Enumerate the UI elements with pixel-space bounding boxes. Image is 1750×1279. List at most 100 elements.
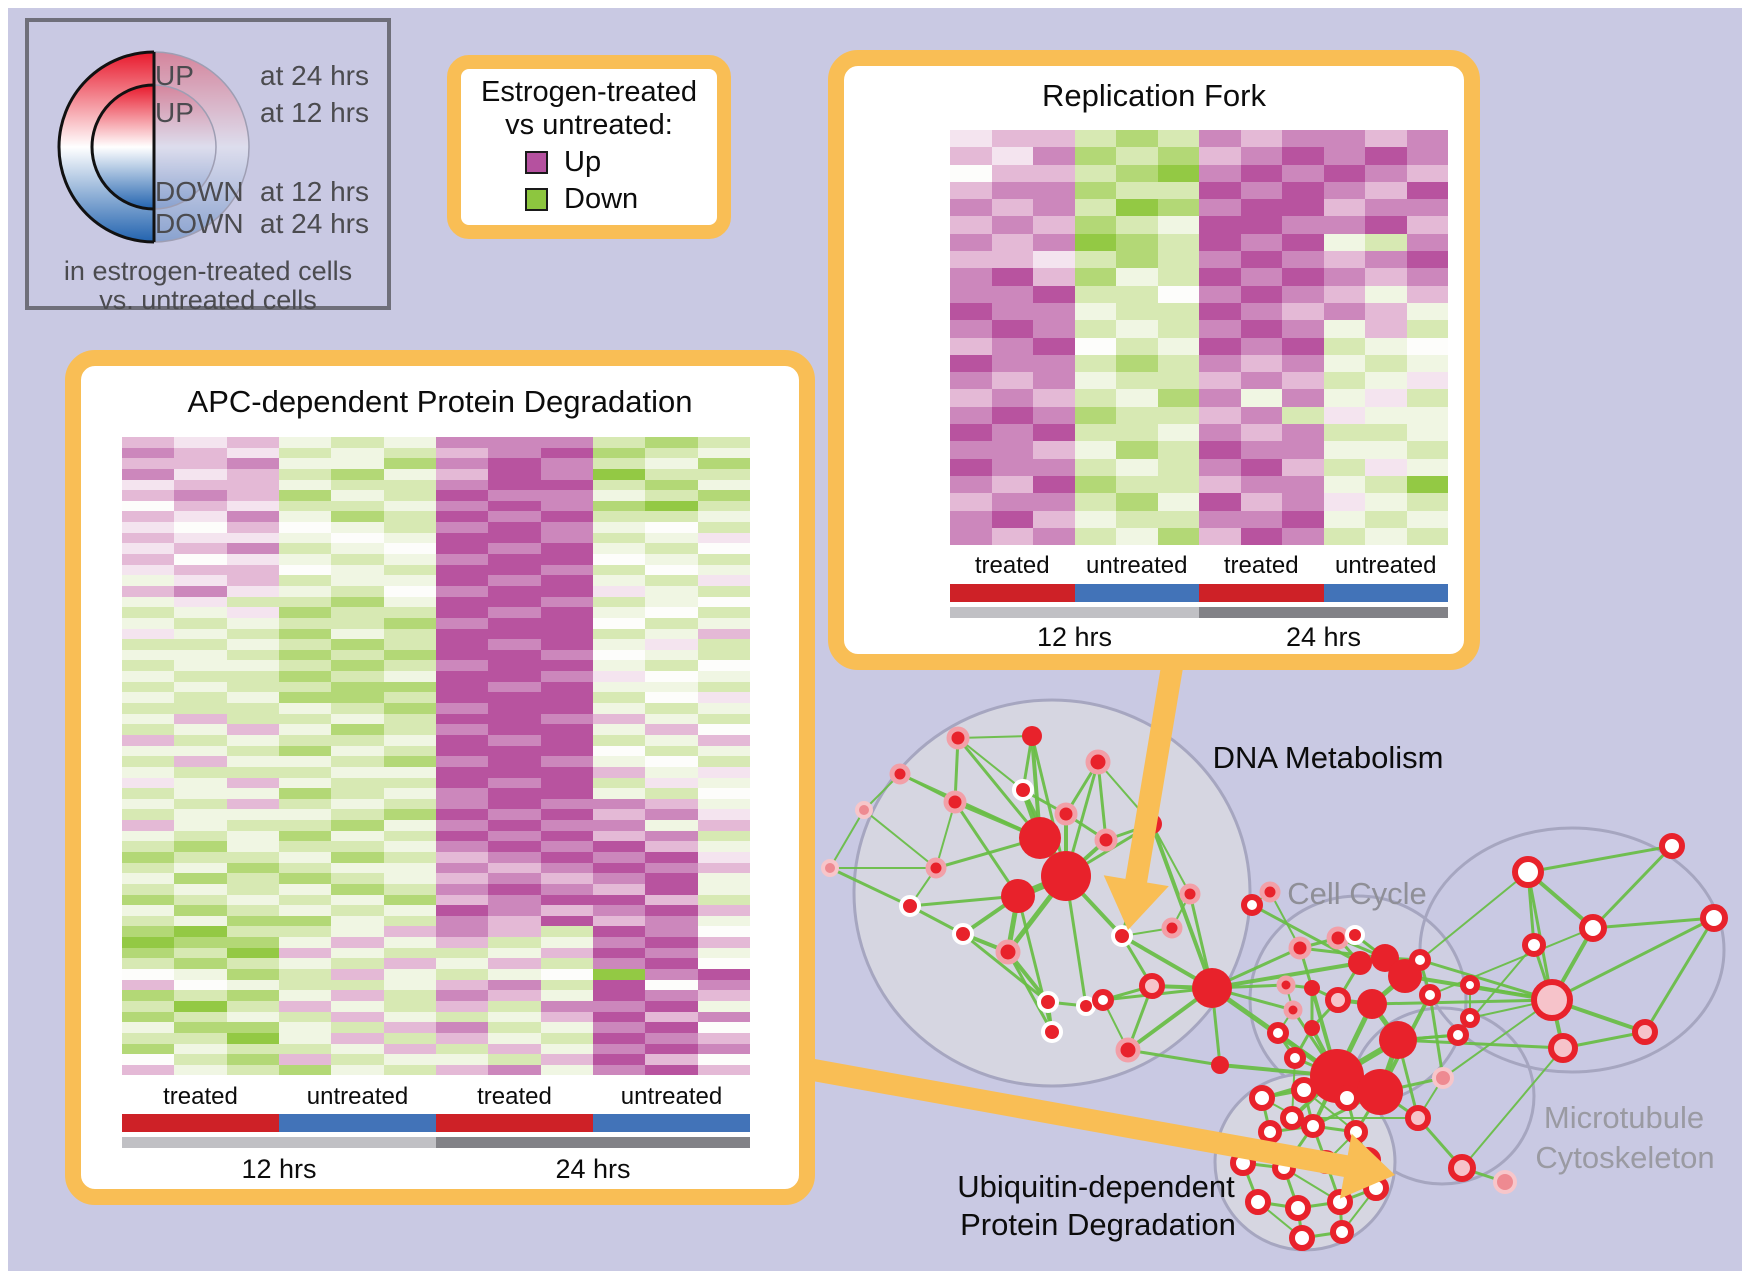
heatmap-cell <box>1116 199 1158 217</box>
heatmap-cell <box>540 1000 593 1012</box>
heatmap-cell <box>645 1032 698 1044</box>
heatmap-row <box>122 490 750 501</box>
heatmap-cell <box>174 990 227 1001</box>
heatmap-cell <box>122 1000 175 1012</box>
heatmap-cell <box>950 475 992 494</box>
heatmap-cell <box>435 841 489 852</box>
heatmap-cell <box>697 713 750 725</box>
heatmap-cell <box>1240 389 1282 407</box>
heatmap-cell <box>697 1064 750 1076</box>
heatmap-cell <box>1323 302 1365 321</box>
key-direction: UP <box>155 60 194 91</box>
heatmap-cell <box>226 1000 279 1012</box>
heatmap-cell <box>1365 354 1407 373</box>
heatmap-cell <box>1116 527 1158 546</box>
network-node <box>1094 828 1118 852</box>
heatmap-cell <box>1116 493 1158 511</box>
network-node <box>1447 1024 1469 1046</box>
heatmap-cell <box>488 639 541 650</box>
heatmap-cell <box>1199 510 1241 528</box>
heatmap-cell <box>331 830 384 842</box>
heatmap-cell <box>383 734 436 746</box>
heatmap-cell <box>278 1000 332 1012</box>
heatmap-cell <box>331 1011 384 1023</box>
network-node <box>1419 984 1441 1006</box>
heatmap-cell <box>592 734 646 746</box>
heatmap-cell <box>592 820 646 831</box>
heatmap-cell <box>1323 285 1365 303</box>
heatmap-cell <box>540 681 593 693</box>
network-node <box>1348 951 1372 975</box>
heatmap-row <box>122 1011 750 1023</box>
heatmap-cell <box>645 649 698 661</box>
heatmap-cell <box>383 522 436 533</box>
heatmap-cell <box>950 354 992 373</box>
heatmap-cell <box>697 883 750 895</box>
heatmap-cell <box>488 617 541 629</box>
heatmap-cell <box>226 724 279 735</box>
heatmap-cell <box>226 671 279 682</box>
heatmap-cell <box>174 490 227 501</box>
heatmap-cell <box>645 969 698 980</box>
heatmap-cell <box>435 947 489 959</box>
heatmap-cell <box>226 437 279 448</box>
heatmap-cell <box>278 628 332 640</box>
heatmap-row <box>122 958 750 970</box>
heatmap-cell <box>592 979 646 991</box>
heatmap-cell <box>592 1043 646 1055</box>
heatmap-cell <box>331 1022 384 1033</box>
heatmap-cell <box>122 511 175 523</box>
heatmap-cell <box>174 543 227 555</box>
heatmap-cell <box>488 490 541 501</box>
heatmap-cell <box>226 543 279 555</box>
heatmap-cell <box>592 447 646 459</box>
heatmap-cell <box>645 585 698 597</box>
heatmap-cell <box>383 958 436 970</box>
network-node <box>1345 925 1365 945</box>
heatmap-cell <box>383 756 436 767</box>
ubiquitin-label-line1: Ubiquitin-dependent <box>957 1169 1235 1204</box>
heatmap-cell <box>122 1054 175 1065</box>
heatmap-cell <box>122 1064 175 1076</box>
rep-group-labels: treated untreated treated untreated <box>950 552 1448 580</box>
heatmap-cell <box>645 862 698 874</box>
network-edge <box>1397 1038 1564 1050</box>
heatmap-cell <box>331 639 384 650</box>
heatmap-cell <box>174 724 227 735</box>
heatmap-row <box>950 493 1448 511</box>
network-node <box>889 763 911 785</box>
heatmap-cell <box>697 820 750 831</box>
heatmap-cell <box>645 1000 698 1012</box>
heatmap-cell <box>435 692 489 704</box>
heatmap-row <box>950 424 1448 442</box>
heatmap-cell <box>122 734 175 746</box>
heatmap-cell <box>435 937 489 948</box>
heatmap-cell <box>226 958 279 970</box>
heatmap-cell <box>488 628 541 640</box>
heatmap-cell <box>122 649 175 661</box>
heatmap-row <box>122 639 750 650</box>
network-node <box>1460 1008 1480 1028</box>
heatmap-row <box>122 1043 750 1055</box>
heatmap-cell <box>1033 493 1075 511</box>
heatmap-cell <box>991 424 1033 442</box>
network-node <box>1161 917 1183 939</box>
apc-group-labels: treated untreated treated untreated <box>122 1083 750 1111</box>
heatmap-cell <box>540 851 593 863</box>
group-label-untreated: untreated <box>620 1083 723 1110</box>
heatmap-cell <box>645 851 698 863</box>
heatmap-cell <box>540 500 593 512</box>
heatmap-cell <box>122 532 175 544</box>
heatmap-cell <box>331 681 384 693</box>
heatmap-cell <box>540 766 593 778</box>
heatmap-cell <box>645 990 698 1001</box>
network-node <box>1022 726 1042 746</box>
heatmap-cell <box>1282 164 1324 182</box>
heatmap-cell <box>174 479 227 491</box>
heatmap-cell <box>1240 458 1282 476</box>
heatmap-cell <box>1157 147 1199 165</box>
network-edge <box>953 801 1020 897</box>
heatmap-cell <box>1323 354 1365 373</box>
heatmap-cell <box>540 458 593 469</box>
heatmap-cell <box>488 905 541 916</box>
